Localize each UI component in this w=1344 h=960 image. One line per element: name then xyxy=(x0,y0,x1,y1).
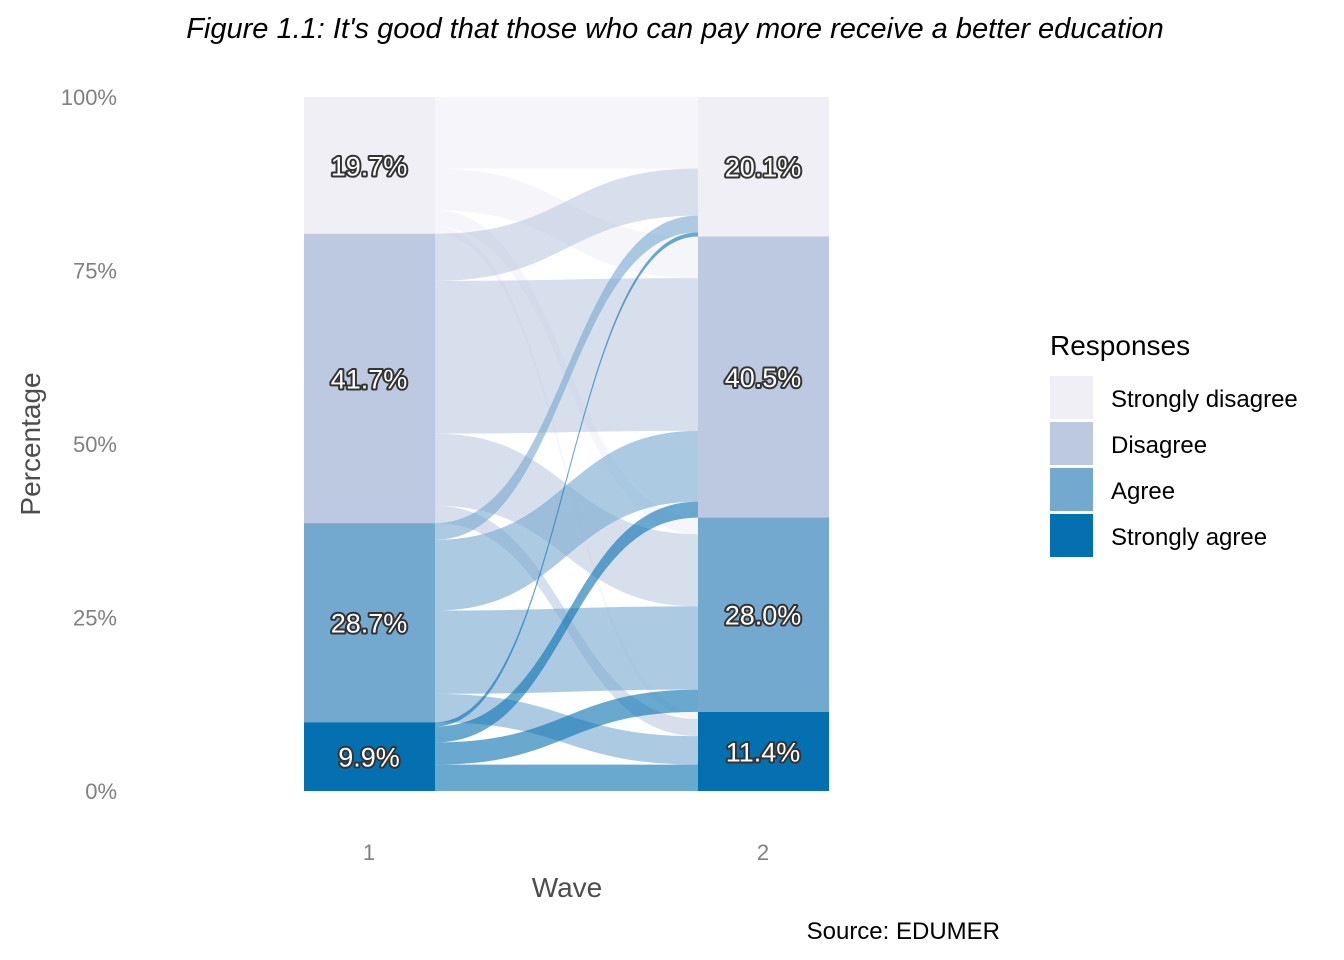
y-tick-label: 75% xyxy=(73,259,117,284)
stratum-disagree xyxy=(304,233,435,524)
legend: Responses Strongly disagree Disagree Agree… xyxy=(1050,330,1298,557)
percentage-label: 9.9% xyxy=(338,743,400,773)
flow-strongly-agree-to-strongly-agree xyxy=(435,764,698,791)
percentage-label: 41.7% xyxy=(331,364,408,394)
stratum-strongly-disagree xyxy=(698,97,829,237)
flow-strongly-agree-to-disagree xyxy=(435,501,698,743)
caption-source: Source: EDUMER xyxy=(807,918,1000,945)
legend-swatch-disagree xyxy=(1050,422,1093,465)
percentage-label: 20.1% xyxy=(725,153,802,183)
legend-label-disagree: Disagree xyxy=(1111,432,1207,459)
legend-swatch-agree xyxy=(1050,468,1093,511)
legend-label-agree: Agree xyxy=(1111,478,1175,505)
percentage-labels: 19.7% 41.7% 28.7% 9.9% 20.1% 40.5% 28.0% 11.4% xyxy=(329,149,804,774)
legend-label-strongly-disagree: Strongly disagree xyxy=(1111,386,1298,413)
flow-strongly-disagree-to-strongly-disagree xyxy=(435,97,698,169)
x-axis-title: Wave xyxy=(532,872,603,903)
stratum-disagree xyxy=(698,236,829,518)
flow-strongly-agree-to-strongly-disagree xyxy=(435,232,698,727)
x-tick-label: 2 xyxy=(757,840,769,865)
flow-strongly-agree-to-agree xyxy=(435,689,698,765)
legend-items: Strongly disagree Disagree Agree Strongly a… xyxy=(1050,376,1298,557)
legend-title: Responses xyxy=(1050,330,1190,361)
percentage-label: 40.5% xyxy=(725,363,802,393)
stratum-strongly-disagree xyxy=(304,97,435,234)
percentage-label: 19.7% xyxy=(331,151,408,181)
flow-disagree-to-disagree xyxy=(435,278,698,434)
y-tick-label: 25% xyxy=(73,606,117,631)
stratum-agree xyxy=(698,517,829,712)
percentage-label: 11.4% xyxy=(726,737,801,767)
wave-2-stratum xyxy=(698,97,829,791)
legend-swatch-strongly-agree xyxy=(1050,514,1093,557)
percentage-label: 28.0% xyxy=(725,601,802,631)
stratum-agree xyxy=(304,523,435,723)
legend-label-strongly-agree: Strongly agree xyxy=(1111,524,1267,551)
stratum-strongly-agree xyxy=(304,722,435,791)
x-tick-label: 1 xyxy=(363,840,375,865)
flow-disagree-to-strongly-disagree xyxy=(435,168,698,281)
legend-swatch-strongly-disagree xyxy=(1050,376,1093,419)
y-tick-label: 50% xyxy=(73,432,117,457)
y-tick-label: 100% xyxy=(61,85,117,110)
wave-1-stratum xyxy=(304,97,435,791)
flow-strongly-disagree-to-strongly-agree xyxy=(435,226,698,719)
y-tick-label: 0% xyxy=(85,779,117,804)
flow-agree-to-disagree xyxy=(435,430,698,611)
y-axis-ticks: 0% 25% 50% 75% 100% xyxy=(61,85,117,804)
flow-agree-to-strongly-disagree xyxy=(435,215,698,540)
y-axis-title: Percentage xyxy=(15,372,46,515)
chart-title: Figure 1.1: It's good that those who can… xyxy=(186,13,1164,45)
stratum-strongly-agree xyxy=(698,711,829,791)
percentage-label: 28.7% xyxy=(331,609,408,639)
alluvial-flows xyxy=(435,97,698,791)
